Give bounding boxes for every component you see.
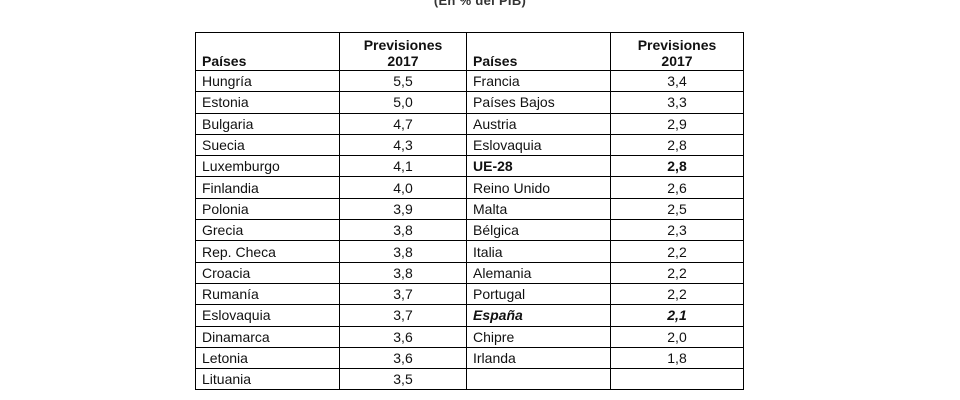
right-value-cell: 2,0: [610, 325, 744, 348]
table-row: Luxemburgo 4,1 UE-28 2,8: [195, 155, 744, 178]
header-forecast-right: Previsiones 2017: [610, 32, 744, 71]
right-country-cell: Portugal: [466, 282, 611, 306]
right-country-cell: Alemania: [466, 261, 611, 284]
left-value-cell: 4,1: [339, 155, 467, 178]
right-value-cell: 3,4: [610, 69, 744, 93]
table-row: Polonia 3,9 Malta 2,5: [195, 197, 744, 221]
header-forecast-right-line1: Previsiones: [637, 37, 717, 53]
right-country-cell: Chipre: [466, 325, 611, 348]
header-forecast-left: Previsiones 2017: [339, 32, 467, 71]
left-value-cell: 3,6: [339, 346, 467, 370]
table-row: Lituania 3,5: [195, 368, 744, 391]
left-country-cell: Rumanía: [195, 282, 340, 306]
left-value-cell: 5,0: [339, 91, 467, 114]
left-value-cell: 3,7: [339, 282, 467, 306]
table-row: Bulgaria 4,7 Austria 2,9: [195, 112, 744, 135]
left-value-cell: 3,5: [339, 368, 467, 391]
left-value-cell: 3,9: [339, 197, 467, 221]
forecast-table: Países Previsiones 2017 Países Prevision…: [195, 32, 744, 391]
left-country-cell: Croacia: [195, 261, 340, 284]
right-country-cell: [466, 368, 611, 391]
left-country-cell: Dinamarca: [195, 325, 340, 348]
table-subtitle: (En % del PIB): [433, 0, 527, 8]
right-value-cell: 2,9: [610, 112, 744, 135]
header-country-right: Países: [466, 32, 611, 71]
table-row: Suecia 4,3 Eslovaquia 2,8: [195, 133, 744, 157]
left-value-cell: 3,7: [339, 304, 467, 327]
table-row: Eslovaquia 3,7 España 2,1: [195, 304, 744, 327]
left-country-cell: Lituania: [195, 368, 340, 391]
right-value-cell: 2,2: [610, 261, 744, 284]
left-value-cell: 4,0: [339, 176, 467, 199]
left-value-cell: 5,5: [339, 69, 467, 93]
right-value-cell: 1,8: [610, 346, 744, 370]
table-row: Estonia 5,0 Países Bajos 3,3: [195, 91, 744, 114]
header-forecast-left-line1: Previsiones: [363, 37, 443, 53]
right-value-cell: 2,2: [610, 240, 744, 263]
right-value-cell: 2,8: [610, 155, 744, 178]
header-forecast-left-line2: 2017: [387, 53, 419, 69]
table-row: Croacia 3,8 Alemania 2,2: [195, 261, 744, 284]
right-country-cell: España: [466, 304, 611, 327]
left-value-cell: 4,3: [339, 133, 467, 157]
right-country-cell: UE-28: [466, 155, 611, 178]
right-country-cell: Bélgica: [466, 219, 611, 242]
right-value-cell: 2,2: [610, 282, 744, 306]
right-country-cell: Malta: [466, 197, 611, 221]
table-row: Finlandia 4,0 Reino Unido 2,6: [195, 176, 744, 199]
left-country-cell: Hungría: [195, 69, 340, 93]
right-country-cell: Reino Unido: [466, 176, 611, 199]
table-row: Grecia 3,8 Bélgica 2,3: [195, 219, 744, 242]
table-row: Rep. Checa 3,8 Italia 2,2: [195, 240, 744, 263]
right-country-cell: Austria: [466, 112, 611, 135]
left-value-cell: 3,8: [339, 261, 467, 284]
right-country-cell: Irlanda: [466, 346, 611, 370]
table-row: Hungría 5,5 Francia 3,4: [195, 69, 744, 93]
table-row: Letonia 3,6 Irlanda 1,8: [195, 346, 744, 370]
table-row: Dinamarca 3,6 Chipre 2,0: [195, 325, 744, 348]
left-country-cell: Grecia: [195, 219, 340, 242]
right-value-cell: [610, 368, 744, 391]
table-header-row: Países Previsiones 2017 Países Prevision…: [195, 32, 744, 71]
left-value-cell: 3,8: [339, 219, 467, 242]
right-value-cell: 3,3: [610, 91, 744, 114]
left-country-cell: Finlandia: [195, 176, 340, 199]
header-forecast-right-line2: 2017: [661, 53, 693, 69]
left-value-cell: 3,8: [339, 240, 467, 263]
right-value-cell: 2,8: [610, 133, 744, 157]
table-row: Rumanía 3,7 Portugal 2,2: [195, 282, 744, 306]
left-country-cell: Polonia: [195, 197, 340, 221]
left-country-cell: Luxemburgo: [195, 155, 340, 178]
left-value-cell: 4,7: [339, 112, 467, 135]
right-country-cell: Países Bajos: [466, 91, 611, 114]
left-country-cell: Eslovaquia: [195, 304, 340, 327]
left-country-cell: Rep. Checa: [195, 240, 340, 263]
right-country-cell: Italia: [466, 240, 611, 263]
left-country-cell: Suecia: [195, 133, 340, 157]
left-value-cell: 3,6: [339, 325, 467, 348]
left-country-cell: Letonia: [195, 346, 340, 370]
right-country-cell: Francia: [466, 69, 611, 93]
right-value-cell: 2,6: [610, 176, 744, 199]
right-value-cell: 2,1: [610, 304, 744, 327]
right-value-cell: 2,5: [610, 197, 744, 221]
left-country-cell: Bulgaria: [195, 112, 340, 135]
right-country-cell: Eslovaquia: [466, 133, 611, 157]
right-value-cell: 2,3: [610, 219, 744, 242]
header-country-left: Países: [195, 32, 340, 71]
left-country-cell: Estonia: [195, 91, 340, 114]
